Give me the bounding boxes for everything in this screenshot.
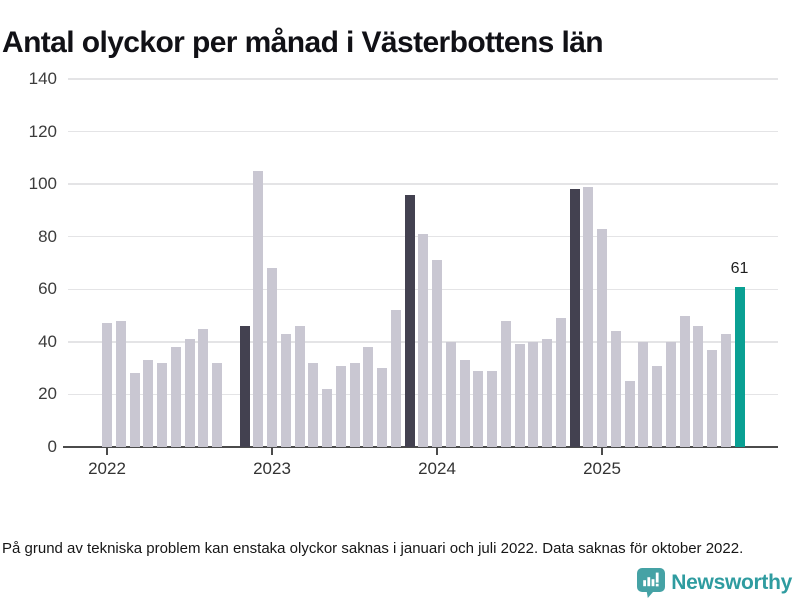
bar-2023-05 [322,389,332,447]
bar-2023-08 [363,347,374,447]
bar-2025-02 [610,331,621,447]
newsworthy-logo: Newsworthy [637,568,792,598]
x-tick-label-2023: 2023 [253,459,291,478]
bar-2022-05 [157,362,167,447]
bar-2024-09 [542,339,552,447]
y-tick-label-0: 0 [47,437,57,456]
x-tick-2025 [601,448,603,455]
bar-2024-11 [569,189,580,447]
bar-2022-09 [212,362,222,447]
y-tick-label-20: 20 [38,384,57,404]
bar-2023-10 [390,310,401,447]
highlight-value-label: 61 [730,259,749,277]
bar-2024-04 [473,370,484,447]
bar-2025-04 [638,341,649,447]
bar-2022-11 [239,326,250,447]
gridline-140 [68,78,778,80]
bar-2024-02 [445,341,456,447]
bar-2025-11 [734,286,745,447]
bar-2024-07 [514,344,525,447]
bar-2025-03 [624,381,635,447]
bar-2023-03 [294,326,305,447]
bar-2023-09 [377,368,387,447]
bar-2023-06 [335,365,346,447]
bar-2024-08 [528,341,539,447]
bar-2025-06 [665,341,676,447]
y-tick-label-140: 140 [28,69,57,88]
bar-2022-01 [102,323,112,447]
bar-2025-10 [720,333,731,447]
x-tick-label-2025: 2025 [583,459,621,478]
x-axis-line [63,446,778,448]
y-tick-label-80: 80 [38,226,57,246]
bar-2022-08 [198,328,209,447]
y-tick-label-40: 40 [38,331,57,351]
bar-2023-12 [418,234,429,447]
bar-2025-09 [707,349,717,447]
chart-title: Antal olyckor per månad i Västerbottens … [2,26,604,60]
x-tick-label-2022: 2022 [88,459,126,478]
bar-2022-02 [115,320,126,447]
bar-2022-12 [253,171,264,447]
x-tick-2022 [106,448,108,455]
x-tick-2024 [436,448,438,455]
bar-2025-08 [693,326,704,447]
bar-2022-06 [170,347,181,447]
bar-2024-12 [583,186,594,447]
y-tick-label-100: 100 [28,174,57,194]
bar-2024-06 [500,320,511,447]
bar-chart-speech-bubble-icon [637,568,666,598]
x-tick-label-2024: 2024 [418,459,456,478]
bar-2024-10 [555,318,566,447]
bar-2022-07 [184,339,195,447]
gridline-120 [68,130,778,133]
newsworthy-wordmark: Newsworthy [671,571,792,594]
footnote: På grund av tekniska problem kan enstaka… [2,540,744,557]
gridline-100 [68,183,778,185]
bar-2023-07 [349,362,360,447]
y-tick-label-60: 60 [38,279,57,299]
bar-2023-11 [404,194,415,447]
bar-2023-02 [280,333,291,447]
bar-2023-04 [308,362,319,447]
x-tick-2023 [271,448,273,455]
y-tick-label-120: 120 [28,121,57,141]
bar-2023-01 [267,268,277,447]
bar-2025-01 [597,228,607,447]
bar-2024-01 [432,260,442,447]
bar-2024-05 [487,370,497,447]
bar-2022-03 [129,373,140,447]
bar-2022-04 [143,360,154,447]
bar-2024-03 [459,360,470,447]
bar-2025-05 [652,365,662,447]
bar-2025-07 [679,315,690,447]
